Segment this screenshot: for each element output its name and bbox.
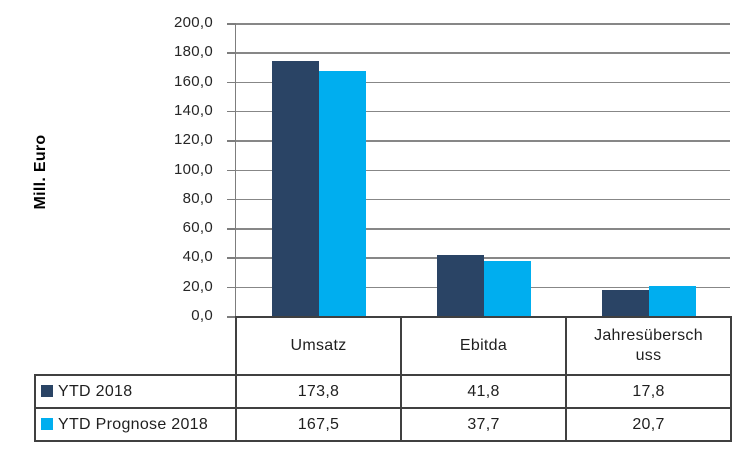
legend-cell-ytd-prognose-2018: YTD Prognose 2018 [34, 407, 237, 442]
y-axis-tick [227, 198, 235, 201]
y-axis-tick [227, 257, 235, 259]
gridline [236, 23, 730, 25]
y-axis-tick [227, 110, 235, 113]
gridline [236, 140, 730, 142]
y-axis-tick [227, 81, 235, 84]
series-row-ytd-prognose-2018: YTD Prognose 2018 167,5 37,7 20,7 [34, 407, 732, 442]
legend-label-ytd-prognose-2018: YTD Prognose 2018 [58, 415, 209, 433]
category-row: Umsatz Ebitda Jahresübersch uss [35, 316, 732, 376]
bar-ytd-2018-ebitda [436, 254, 484, 316]
y-axis-tick [227, 316, 235, 318]
category-label-umsatz: Umsatz [235, 316, 402, 376]
y-axis-tick-label: 80,0 [182, 189, 213, 207]
legend-cell-ytd-2018: YTD 2018 [34, 374, 237, 409]
legend-swatch-ytd-prognose-2018 [41, 417, 53, 430]
value-ytd2018-umsatz: 173,8 [235, 374, 402, 409]
y-axis-tick-label: 100,0 [173, 160, 213, 178]
bar-ytd-2018-umsatz [271, 61, 319, 316]
series-row-ytd-2018: YTD 2018 173,8 41,8 17,8 [34, 374, 732, 409]
category-label-ebitda: Ebitda [400, 316, 567, 376]
gridline [236, 52, 730, 54]
y-axis-tick-label: 40,0 [182, 248, 213, 266]
y-axis-tick [227, 23, 235, 25]
bar-ytd-prognose-2018-jahresüberschuss [648, 285, 696, 316]
data-table: Umsatz Ebitda Jahresübersch uss YTD 2018… [34, 316, 732, 442]
y-axis-tick-label: 180,0 [173, 43, 213, 61]
legend-swatch-ytd-2018 [41, 384, 53, 397]
bar-ytd-prognose-2018-ebitda [483, 260, 531, 316]
y-axis-tick-label: 140,0 [173, 101, 213, 119]
y-axis-tick-label: 160,0 [173, 72, 213, 90]
plot-area [227, 23, 730, 318]
bar-ytd-prognose-2018-umsatz [318, 70, 366, 316]
y-axis-tick [227, 52, 235, 54]
gridline [236, 198, 730, 201]
legend-label-ytd-2018: YTD 2018 [58, 382, 133, 400]
bar-ytd-2018-jahresüberschuss [601, 289, 649, 316]
y-axis-tick [227, 286, 235, 289]
y-axis-tick [227, 228, 235, 230]
y-axis-tick-label: 0,0 [191, 307, 213, 324]
y-axis-tick-label: 120,0 [173, 131, 213, 149]
value-prognose-ebitda: 37,7 [400, 407, 567, 442]
table-corner-cell [35, 317, 236, 375]
y-axis-tick-label: 20,0 [182, 277, 213, 295]
y-axis-tick-label: 60,0 [182, 219, 213, 237]
value-ytd2018-ebitda: 41,8 [400, 374, 567, 409]
y-axis-tick [227, 140, 235, 142]
y-axis-tick [227, 169, 235, 171]
y-axis-title: Mill. Euro [32, 134, 49, 210]
value-prognose-jahresueberschuss: 20,7 [565, 407, 732, 442]
y-axis-tick-labels: 200,0 180,0 160,0 140,0 120,0 100,0 80,0 60,0 40… [120, 14, 213, 324]
y-axis-tick-label: 200,0 [173, 14, 213, 31]
gridline [236, 81, 730, 84]
gridline [236, 110, 730, 113]
value-ytd2018-jahresueberschuss: 17,8 [565, 374, 732, 409]
value-prognose-umsatz: 167,5 [235, 407, 402, 442]
category-label-jahresueberschuss: Jahresübersch uss [565, 316, 732, 376]
gridline [236, 228, 730, 230]
gridline [236, 169, 730, 171]
